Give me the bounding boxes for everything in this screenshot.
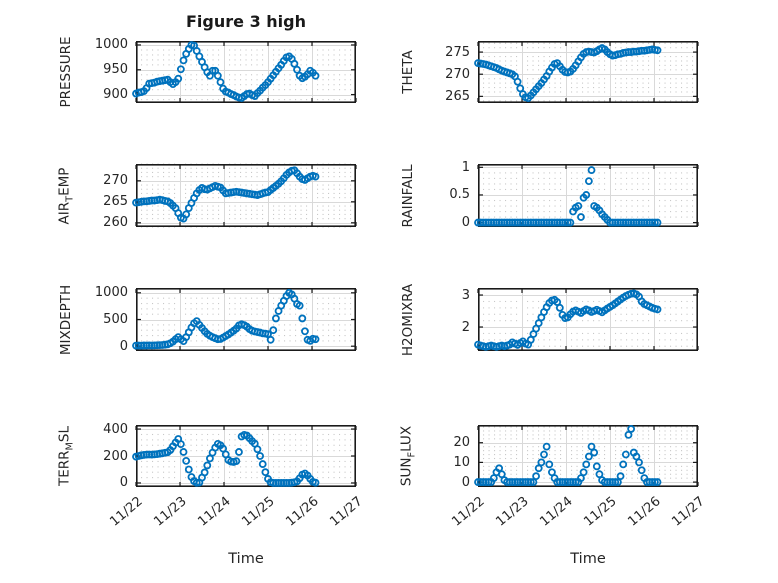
y-axis-label-text: SL (56, 425, 73, 443)
y-tick-label: 900 (103, 87, 128, 103)
y-tick-label: 1000 (94, 37, 128, 53)
x-axis-label: Time (228, 551, 264, 567)
subplot-SUN_FLUX (470, 417, 706, 495)
plot-canvas-H2OMIXRA (470, 280, 706, 359)
y-axis-label-text: SUN (398, 457, 415, 487)
y-axis-label-RAINFALL: RAINFALL (400, 164, 416, 227)
y-tick-label: 3 (461, 287, 470, 303)
plot-canvas-TERR_MSL (128, 417, 364, 495)
subplot-TERR_MSL (128, 417, 364, 495)
y-tick-label: 200 (103, 448, 128, 464)
plot-canvas-PRESSURE (128, 33, 364, 111)
subplot-H2OMIXRA (470, 280, 706, 359)
y-axis-label-text: AIR (56, 201, 73, 224)
y-tick-label: 10 (453, 454, 470, 470)
figure-title: Figure 3 high (186, 12, 306, 31)
y-tick-label: 950 (103, 62, 128, 78)
y-tick-label: 0 (119, 475, 128, 491)
y-axis-label-subscript: T (64, 195, 76, 202)
y-axis-label-subscript: M (64, 442, 76, 451)
y-tick-label: 0 (461, 474, 470, 490)
y-axis-label-text: RAINFALL (400, 164, 416, 227)
y-tick-label: 265 (445, 88, 470, 104)
y-tick-label: 2 (461, 319, 470, 335)
y-tick-label: 270 (103, 173, 128, 189)
y-axis-label-THETA: THETA (400, 50, 416, 93)
plot-canvas-MIXDEPTH (128, 280, 364, 359)
x-axis-label: Time (570, 551, 606, 567)
y-axis-label-text: MIXDEPTH (58, 284, 74, 355)
y-tick-label: 20 (453, 435, 470, 451)
y-tick-label: 0.5 (449, 187, 470, 203)
y-tick-label: 260 (103, 215, 128, 231)
plot-canvas-AIR_TEMP (128, 156, 364, 235)
y-axis-label-subscript: F (406, 451, 418, 458)
y-axis-label-text: H2OMIXRA (400, 283, 416, 356)
plot-canvas-RAINFALL (470, 156, 706, 235)
y-axis-label-text: LUX (398, 425, 415, 452)
y-tick-label: 275 (445, 44, 470, 60)
subplot-RAINFALL (470, 156, 706, 235)
y-axis-label-TERR_MSL: TERRMSL (57, 426, 76, 486)
y-axis-label-H2OMIXRA: H2OMIXRA (400, 283, 416, 355)
plot-canvas-THETA (470, 33, 706, 111)
y-axis-label-PRESSURE: PRESSURE (58, 37, 74, 108)
subplot-AIR_TEMP (128, 156, 364, 235)
subplot-MIXDEPTH (128, 280, 364, 359)
y-tick-label: 400 (103, 421, 128, 437)
y-axis-label-text: TERR (56, 450, 73, 487)
y-axis-label-MIXDEPTH: MIXDEPTH (58, 284, 74, 354)
y-tick-label: 500 (103, 312, 128, 327)
y-tick-label: 265 (103, 194, 128, 210)
y-axis-label-SUN_FLUX: SUNFLUX (399, 426, 418, 486)
y-tick-label: 0 (461, 215, 470, 231)
y-axis-label-text: EMP (56, 167, 73, 196)
y-axis-label-text: PRESSURE (58, 36, 74, 108)
y-tick-label: 0 (119, 338, 128, 354)
subplot-PRESSURE (128, 33, 364, 111)
y-tick-label: 1 (461, 159, 470, 175)
plot-canvas-SUN_FLUX (470, 417, 706, 495)
y-axis-label-AIR_TEMP: AIRTEMP (57, 167, 76, 224)
y-tick-label: 1000 (94, 285, 128, 301)
y-axis-label-text: THETA (400, 50, 416, 94)
subplot-THETA (470, 33, 706, 111)
y-tick-label: 270 (445, 66, 470, 82)
